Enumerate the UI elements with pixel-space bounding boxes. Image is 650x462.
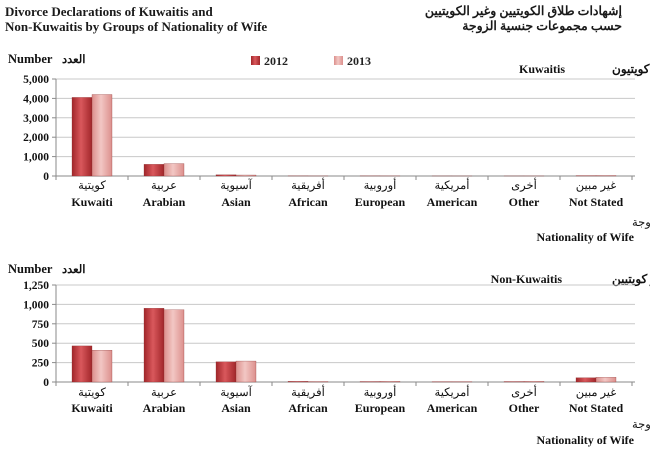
panel2-bar-2012-not-stated	[575, 377, 597, 383]
legend-swatch-2012	[251, 56, 260, 65]
panel2-category-label-en: Not Stated	[569, 401, 624, 415]
legend-swatch-2013	[334, 56, 343, 65]
panel1-xlabel-ar: جنسية الزوجة	[632, 216, 650, 229]
panel2-bar-2012-arabian	[143, 308, 165, 383]
legend-label-2013: 2013	[347, 54, 371, 68]
panel2-category-label-ar: عربية	[151, 387, 177, 399]
panel2-ytick-label: 1,250	[23, 280, 49, 292]
panel1-panel-label-en: Kuwaitis	[519, 62, 565, 76]
panel2-category-label-ar: أوروبية	[364, 384, 397, 399]
panel1-bar-2013-kuwaiti	[91, 94, 113, 177]
panel1-category-label-en: Arabian	[143, 195, 186, 209]
panel1-category-label-ar: أمريكية	[435, 177, 470, 192]
panel2-category-label-en: Other	[509, 401, 540, 415]
panel1-bar-2012-arabian	[143, 164, 165, 177]
panel1-category-label-ar: أخرى	[511, 177, 537, 192]
panel2-bar-2013-kuwaiti	[91, 350, 113, 383]
panel2-ytick-label: 1,000	[23, 299, 49, 311]
panel2-panel-label-en: Non-Kuwaitis	[491, 272, 563, 286]
panel1-ytick-label: 2,000	[23, 132, 49, 144]
panel2-bar-2012-african	[287, 381, 309, 383]
panel2-xlabel-ar: جنسية الزوجة	[632, 418, 650, 431]
panel1-category-label-en: Kuwaiti	[71, 195, 113, 209]
panel2-ytick-label: 0	[43, 377, 49, 389]
panel1-ytick-label: 1,000	[23, 152, 49, 164]
panel2-category-label-ar: كويتية	[78, 386, 106, 399]
panel2-category-label-ar: أمريكية	[435, 384, 470, 399]
panel1-bar-2013-arabian	[163, 163, 185, 177]
panel1-bar-2012-asian	[215, 174, 237, 177]
panel2-ylabel-ar: العدد	[62, 263, 85, 276]
panel2-category-label-en: African	[288, 401, 328, 415]
panel2-xlabel-en: Nationality of Wife	[536, 433, 634, 447]
panel1-category-label-en: Other	[509, 195, 540, 209]
title-ar-line2: حسب مجموعات جنسية الزوجة	[462, 19, 622, 33]
panel1-ytick-label: 4,000	[23, 93, 49, 105]
panel1-bar-2013-asian	[235, 174, 257, 177]
panel1-category-label-ar: عربية	[151, 180, 177, 192]
panel1-ytick-label: 3,000	[23, 113, 49, 125]
panel1-ytick-label: 5,000	[23, 74, 49, 86]
panel1-panel-label-ar: كويتيون	[612, 62, 650, 77]
panel2-category-label-ar: أفريقية	[291, 384, 325, 399]
panel1-category-label-en: Asian	[221, 195, 251, 209]
panel2-category-label-en: Kuwaiti	[71, 401, 113, 415]
panel1-xlabel-en: Nationality of Wife	[536, 230, 634, 244]
title-en-line2: Non-Kuwaitis by Groups of Nationality of…	[5, 19, 268, 34]
legend-label-2012: 2012	[264, 54, 288, 68]
panel2-ytick-label: 500	[32, 338, 50, 350]
panel2-ytick-label: 250	[32, 358, 50, 370]
panel2-bar-2013-not-stated	[595, 377, 617, 383]
panel1-ylabel-en: Number	[8, 52, 53, 66]
panel2-bar-2013-asian	[235, 360, 257, 383]
panel2-bar-2012-kuwaiti	[71, 345, 93, 383]
panel1-category-label-ar: كويتية	[78, 179, 106, 192]
panel2-panel-label-ar: غير كويتيين	[612, 272, 650, 287]
panel2-bar-2012-asian	[215, 361, 237, 383]
panel2-bar-2013-arabian	[163, 309, 185, 383]
panel2-ytick-label: 750	[32, 319, 50, 331]
panel2-bar-2013-european	[379, 381, 401, 383]
panel2-category-label-ar: أخرى	[511, 384, 537, 399]
panel2-category-label-en: Asian	[221, 401, 251, 415]
panel2-category-label-en: Arabian	[143, 401, 186, 415]
panel1-category-label-ar: أفريقية	[291, 177, 325, 192]
panel2-category-label-en: European	[355, 401, 406, 415]
panel1-category-label-ar: أوروبية	[364, 177, 397, 192]
panel2-bar-2013-other	[523, 381, 545, 383]
title-en-line1: Divorce Declarations of Kuwaitis and	[5, 4, 213, 19]
panel1-bar-2012-kuwaiti	[71, 97, 93, 177]
panel1-category-label-en: European	[355, 195, 406, 209]
panel1-category-label-en: African	[288, 195, 328, 209]
panel2-category-label-en: American	[427, 401, 478, 415]
panel1-category-label-en: American	[427, 195, 478, 209]
panel2-category-label-ar: غير مبين	[576, 387, 617, 399]
panel2-ylabel-en: Number	[8, 262, 53, 276]
panel2-category-label-ar: آسيوية	[220, 384, 252, 399]
panel1-ytick-label: 0	[43, 171, 49, 183]
panel1-category-label-ar: آسيوية	[220, 177, 252, 192]
title-ar-line1: إشهادات طلاق الكويتيين وغير الكويتيين	[424, 4, 622, 18]
panel1-category-label-en: Not Stated	[569, 195, 624, 209]
panel1-category-label-ar: غير مبين	[576, 180, 617, 192]
panel1-ylabel-ar: العدد	[62, 53, 85, 66]
